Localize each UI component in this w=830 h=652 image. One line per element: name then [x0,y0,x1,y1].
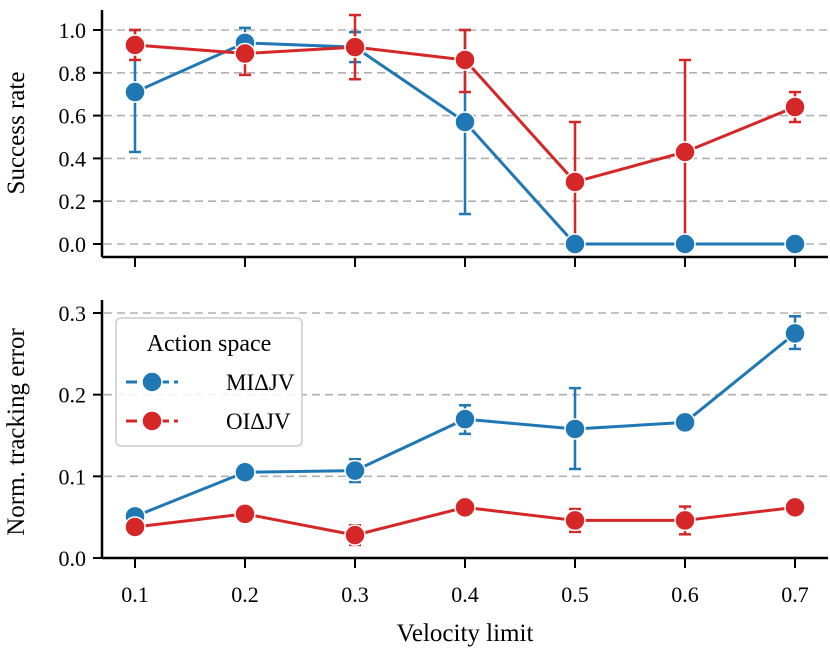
tracking-error-point-oi [674,509,696,532]
tracking-error-point-oi [344,524,366,546]
success-rate-y-tick-label: 0.0 [59,232,87,257]
success-rate-y-tick-label: 0.6 [59,104,87,129]
x-tick-label: 0.4 [451,582,479,607]
tracking-error-point-oi [234,503,256,525]
legend-label-oi: OIΔJV [226,409,291,434]
success-rate-point-oi [344,36,366,58]
success-rate-point-oi [784,96,806,118]
tracking-error-point-mi [564,418,586,440]
tracking-error-y-tick-label: 0.1 [59,464,87,489]
x-tick-label: 0.5 [561,582,589,607]
success-rate-y-axis-label: Success rate [3,72,30,195]
tracking-error-point-mi [784,322,806,345]
success-rate-y-tick-label: 0.8 [59,61,87,86]
legend-entry-mi: MIΔJV [126,370,295,395]
tracking-error-point-mi [344,459,366,482]
tracking-error-y-axis-label: Norm. tracking error [3,328,30,536]
success-rate-point-mi [674,233,696,255]
tracking-error-point-oi [564,509,586,532]
tracking-error-point-oi [454,496,476,519]
success-rate-panel: 0.0 0.2 0.4 0.6 0.8 1.0 Success rate [3,10,828,267]
tracking-error-y-tick-label: 0.2 [59,383,87,408]
legend-entry-oi: OIΔJV [126,409,291,434]
tracking-error-point-mi [234,461,256,483]
legend-marker-oi [141,410,163,432]
tracking-error-y-tick-label: 0.0 [59,546,87,571]
success-rate-y-ticks: 0.0 0.2 0.4 0.6 0.8 1.0 [59,18,102,257]
legend-marker-mi [141,371,163,393]
success-rate-y-tick-label: 0.4 [59,146,87,171]
x-tick-label: 0.6 [671,582,699,607]
tracking-error-series [124,315,806,547]
tracking-error-point-oi [784,496,806,519]
tracking-error-x-ticks: 0.1 0.2 0.3 0.4 0.5 0.6 0.7 [121,558,809,607]
success-rate-point-oi [674,141,696,163]
success-rate-series [124,13,806,255]
success-rate-point-oi [234,42,256,65]
legend: Action space MIΔJV OIΔJV [115,317,303,447]
tracking-error-panel: 0.0 0.1 0.2 0.3 0.1 0.2 0.3 0.4 0.5 0.6 0.7 Norm.… [3,300,828,607]
x-tick-label: 0.7 [781,582,809,607]
success-rate-y-tick-label: 0.2 [59,189,87,214]
tracking-error-y-ticks: 0.0 0.1 0.2 0.3 [59,301,102,571]
success-rate-y-tick-label: 1.0 [59,18,87,43]
x-tick-label: 0.1 [121,582,149,607]
success-rate-point-oi [564,171,586,193]
legend-box [115,317,303,447]
x-tick-label: 0.3 [341,582,369,607]
success-rate-point-mi [124,81,146,103]
tracking-error-point-mi [454,408,476,430]
x-tick-label: 0.2 [231,582,259,607]
success-rate-x-ticks [134,257,796,267]
success-rate-point-oi [124,34,146,56]
success-rate-point-mi [784,233,806,255]
success-rate-point-mi [564,233,586,255]
success-rate-point-oi [454,49,476,71]
success-rate-point-mi [454,111,476,133]
tracking-error-point-mi [674,411,696,434]
legend-label-mi: MIΔJV [226,370,295,395]
x-axis-label: Velocity limit [397,620,534,647]
tracking-error-point-oi [124,516,146,538]
tracking-error-y-tick-label: 0.3 [59,301,87,326]
legend-title: Action space [147,331,272,357]
